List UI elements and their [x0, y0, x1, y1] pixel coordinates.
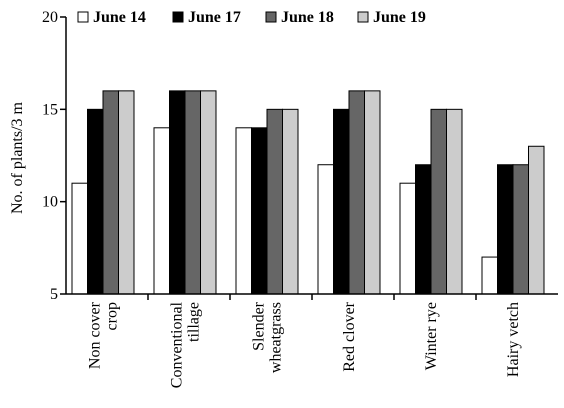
- bar: [200, 90, 217, 295]
- x-tick-label: Slender wheatgrass: [251, 301, 285, 373]
- bar: [348, 90, 365, 295]
- x-tick-label-line: Red clover: [341, 301, 358, 371]
- x-tick-label-line: Slender: [251, 301, 268, 351]
- x-tick-label-line: wheatgrass: [268, 302, 285, 373]
- y-tick-label: 10: [42, 194, 58, 211]
- bar: [528, 145, 545, 295]
- x-tick-label: Red clover: [341, 301, 358, 371]
- bar: [430, 108, 447, 295]
- legend-swatch: [357, 11, 369, 23]
- legend-label: June 18: [281, 9, 334, 26]
- y-axis-title: No. of plants/3 m: [9, 101, 26, 214]
- x-tick-label-line: Non cover: [87, 301, 104, 369]
- legend-swatch: [77, 11, 89, 23]
- bar: [169, 90, 186, 295]
- x-tick-label: Hairy vetch: [505, 302, 522, 377]
- bar: [282, 108, 299, 295]
- bar: [71, 182, 88, 295]
- bar: [512, 164, 529, 295]
- bar: [364, 90, 381, 295]
- bar: [87, 108, 104, 295]
- x-tick-label-line: Hairy vetch: [505, 302, 522, 377]
- x-tick-label-line: tillage: [186, 302, 203, 342]
- bar: [481, 256, 498, 295]
- x-tick-label-line: Winter rye: [423, 302, 440, 370]
- legend-swatch: [265, 11, 277, 23]
- x-tick-label: Conventional tillage: [169, 301, 203, 388]
- x-tick-label: Winter rye: [423, 302, 440, 370]
- bars: [71, 90, 545, 295]
- bar: [102, 90, 119, 295]
- bar: [153, 127, 170, 295]
- bar: [235, 127, 252, 295]
- bar: [497, 164, 514, 295]
- axes: 5 10 15 20 Non cover crop Conventional tillage S…: [42, 9, 558, 388]
- legend-swatch: [172, 11, 184, 23]
- bar: [415, 164, 432, 295]
- bar: [399, 182, 416, 295]
- legend-label: June 19: [373, 9, 426, 26]
- bar: [446, 108, 463, 295]
- x-tick-label-line: Conventional: [169, 301, 186, 388]
- x-tick-label-line: crop: [104, 302, 121, 330]
- legend-label: June 17: [188, 9, 241, 26]
- bar: [251, 127, 268, 295]
- bar: [333, 108, 350, 295]
- y-tick-label: 5: [50, 286, 58, 303]
- x-tick-label: Non cover crop: [87, 301, 121, 369]
- y-tick-label: 15: [42, 101, 58, 118]
- bar: [317, 164, 334, 295]
- legend-label: June 14: [93, 9, 146, 26]
- bar: [184, 90, 201, 295]
- legend: June 14 June 17 June 18 June 19: [77, 9, 426, 26]
- y-tick-label: 20: [42, 9, 58, 26]
- bar: [266, 108, 283, 295]
- bar: [118, 90, 135, 295]
